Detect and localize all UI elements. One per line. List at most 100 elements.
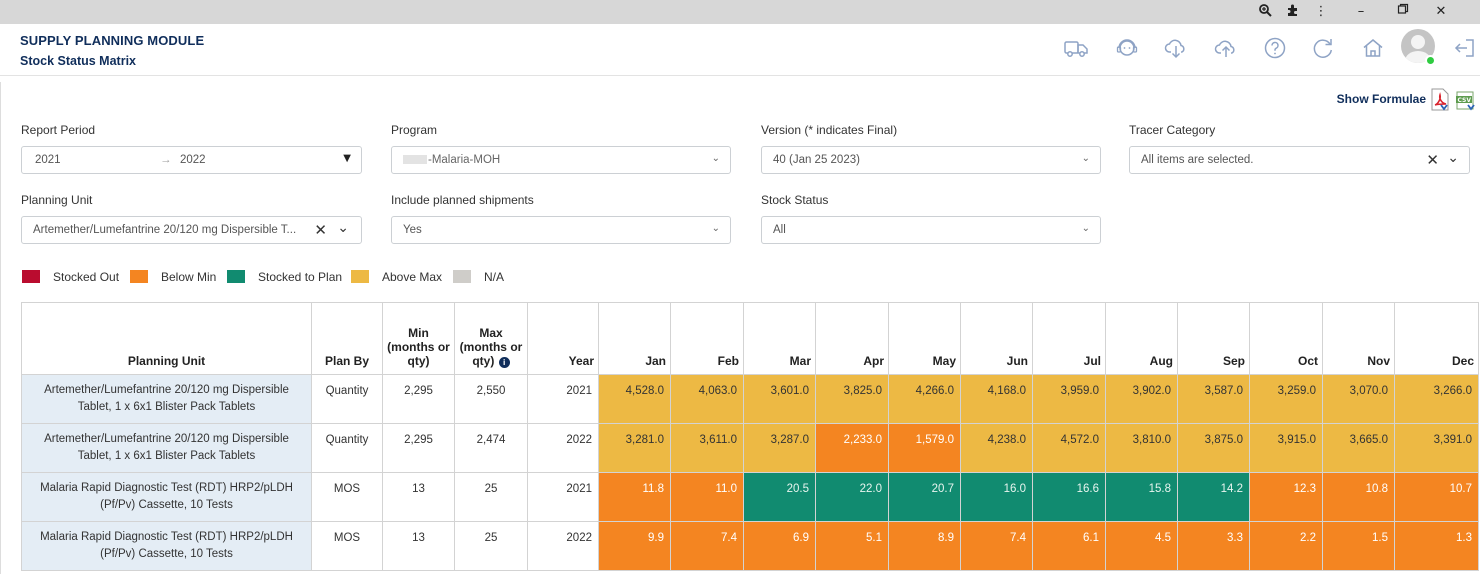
max-header-label: Max (months or qty) <box>459 326 523 368</box>
month-value-cell: 20.5 <box>743 472 816 522</box>
truck-icon[interactable] <box>1060 32 1092 64</box>
column-header-month[interactable]: Sep <box>1177 302 1250 375</box>
chevron-down-icon: ⌄ <box>1081 153 1090 164</box>
column-header-min[interactable]: Min (months or qty) <box>382 302 455 375</box>
legend-label: Stocked Out <box>53 270 120 284</box>
show-formulae-link[interactable]: Show Formulae <box>1336 92 1426 106</box>
table-row: Artemether/Lumefantrine 20/120 mg Disper… <box>21 374 1479 424</box>
tracer-category-multiselect[interactable]: All items are selected. ✕ ⌄ <box>1129 146 1470 174</box>
month-value-cell: 22.0 <box>815 472 889 522</box>
avatar[interactable] <box>1401 29 1435 63</box>
column-header-max[interactable]: Max (months or qty) i <box>454 302 528 375</box>
column-header-month[interactable]: Jul <box>1032 302 1106 375</box>
report-period-picker[interactable]: 2021 → 2022 ▼ <box>21 146 362 174</box>
month-value-cell: 6.9 <box>743 521 816 571</box>
min-cell: 13 <box>382 472 455 522</box>
month-value-cell: 3,281.0 <box>598 423 671 473</box>
year-cell: 2022 <box>527 521 599 571</box>
month-value-cell: 3,665.0 <box>1322 423 1395 473</box>
month-value-cell: 20.7 <box>888 472 961 522</box>
column-header-month[interactable]: Apr <box>815 302 889 375</box>
help-icon[interactable] <box>1259 32 1291 64</box>
pdf-icon[interactable] <box>1429 88 1451 112</box>
support-icon[interactable] <box>1111 32 1143 64</box>
planning-unit-cell: Artemether/Lumefantrine 20/120 mg Disper… <box>21 374 312 424</box>
column-header-month[interactable]: May <box>888 302 961 375</box>
legend-swatch-stocked-to-plan <box>227 270 245 283</box>
month-value-cell: 1.3 <box>1394 521 1479 571</box>
legend-swatch-na <box>453 270 471 283</box>
column-header-year[interactable]: Year <box>527 302 599 375</box>
redacted-text <box>403 155 427 165</box>
month-value-cell: 10.8 <box>1322 472 1395 522</box>
cloud-download-icon[interactable] <box>1160 32 1192 64</box>
column-header-plan-by[interactable]: Plan By <box>311 302 383 375</box>
year-cell: 2022 <box>527 423 599 473</box>
more-icon[interactable]: ⋮ <box>1314 4 1328 19</box>
month-value-cell: 3,915.0 <box>1249 423 1323 473</box>
month-value-cell: 4,168.0 <box>960 374 1033 424</box>
column-header-month[interactable]: Feb <box>670 302 744 375</box>
month-value-cell: 3,587.0 <box>1177 374 1250 424</box>
cloud-upload-icon[interactable] <box>1210 32 1242 64</box>
table-row: Malaria Rapid Diagnostic Test (RDT) HRP2… <box>21 521 1479 571</box>
month-value-cell: 14.2 <box>1177 472 1250 522</box>
close-icon[interactable]: ✕ <box>1435 4 1447 19</box>
month-value-cell: 4,063.0 <box>670 374 744 424</box>
month-value-cell: 11.8 <box>598 472 671 522</box>
clear-selection-icon[interactable]: ✕ <box>314 222 327 239</box>
chevron-down-icon[interactable]: ⌄ <box>337 220 349 236</box>
column-header-planning-unit[interactable]: Planning Unit <box>21 302 312 375</box>
max-cell: 25 <box>454 521 528 571</box>
app-header: SUPPLY PLANNING MODULE Stock Status Matr… <box>0 24 1480 76</box>
logout-icon[interactable] <box>1449 32 1480 64</box>
planning-unit-multiselect[interactable]: Artemether/Lumefantrine 20/120 mg Disper… <box>21 216 362 244</box>
column-header-month[interactable]: Oct <box>1249 302 1323 375</box>
column-header-month[interactable]: Jan <box>598 302 671 375</box>
include-planned-value: Yes <box>403 224 422 236</box>
month-value-cell: 3,825.0 <box>815 374 889 424</box>
month-value-cell: 3,266.0 <box>1394 374 1479 424</box>
minimize-icon[interactable]: – <box>1357 4 1365 19</box>
min-cell: 2,295 <box>382 423 455 473</box>
svg-text:CSV: CSV <box>1458 97 1472 104</box>
csv-icon[interactable]: CSV <box>1455 90 1477 112</box>
refresh-icon[interactable] <box>1307 32 1339 64</box>
chevron-down-icon[interactable]: ⌄ <box>1447 150 1459 166</box>
restore-icon[interactable] <box>1394 3 1412 21</box>
include-planned-select[interactable]: Yes ⌄ <box>391 216 731 244</box>
column-header-month[interactable]: Jun <box>960 302 1033 375</box>
stock-status-label: Stock Status <box>761 193 829 207</box>
column-header-month[interactable]: Mar <box>743 302 816 375</box>
column-header-month[interactable]: Nov <box>1322 302 1395 375</box>
extension-icon[interactable] <box>1284 3 1302 21</box>
report-period-arrow: → <box>160 154 172 166</box>
info-icon[interactable]: i <box>498 357 510 368</box>
zoom-icon[interactable] <box>1256 3 1274 21</box>
plan-by-cell: MOS <box>311 472 383 522</box>
month-value-cell: 3,287.0 <box>743 423 816 473</box>
home-icon[interactable] <box>1357 32 1389 64</box>
stock-status-matrix: Planning Unit Plan By Min (months or qty… <box>21 302 1479 571</box>
legend-swatch-below-min <box>130 270 148 283</box>
month-value-cell: 7.4 <box>960 521 1033 571</box>
clear-selection-icon[interactable]: ✕ <box>1426 152 1439 169</box>
month-value-cell: 4,528.0 <box>598 374 671 424</box>
year-cell: 2021 <box>527 472 599 522</box>
program-label: Program <box>391 123 438 137</box>
legend-label: N/A <box>484 270 505 284</box>
version-select[interactable]: 40 (Jan 25 2023) ⌄ <box>761 146 1101 174</box>
planning-unit-value: Artemether/Lumefantrine 20/120 mg Disper… <box>33 224 297 236</box>
program-select[interactable]: -Malaria-MOH ⌄ <box>391 146 731 174</box>
stock-status-select[interactable]: All ⌄ <box>761 216 1101 244</box>
column-header-month[interactable]: Dec <box>1394 302 1479 375</box>
column-header-month[interactable]: Aug <box>1105 302 1178 375</box>
legend-label: Above Max <box>382 270 443 284</box>
month-value-cell: 11.0 <box>670 472 744 522</box>
month-value-cell: 1.5 <box>1322 521 1395 571</box>
month-value-cell: 3,959.0 <box>1032 374 1106 424</box>
table-header-row: Planning Unit Plan By Min (months or qty… <box>21 302 1479 375</box>
module-title: SUPPLY PLANNING MODULE <box>20 33 205 48</box>
report-period-label: Report Period <box>21 123 96 137</box>
chevron-down-icon: ⌄ <box>711 223 720 234</box>
